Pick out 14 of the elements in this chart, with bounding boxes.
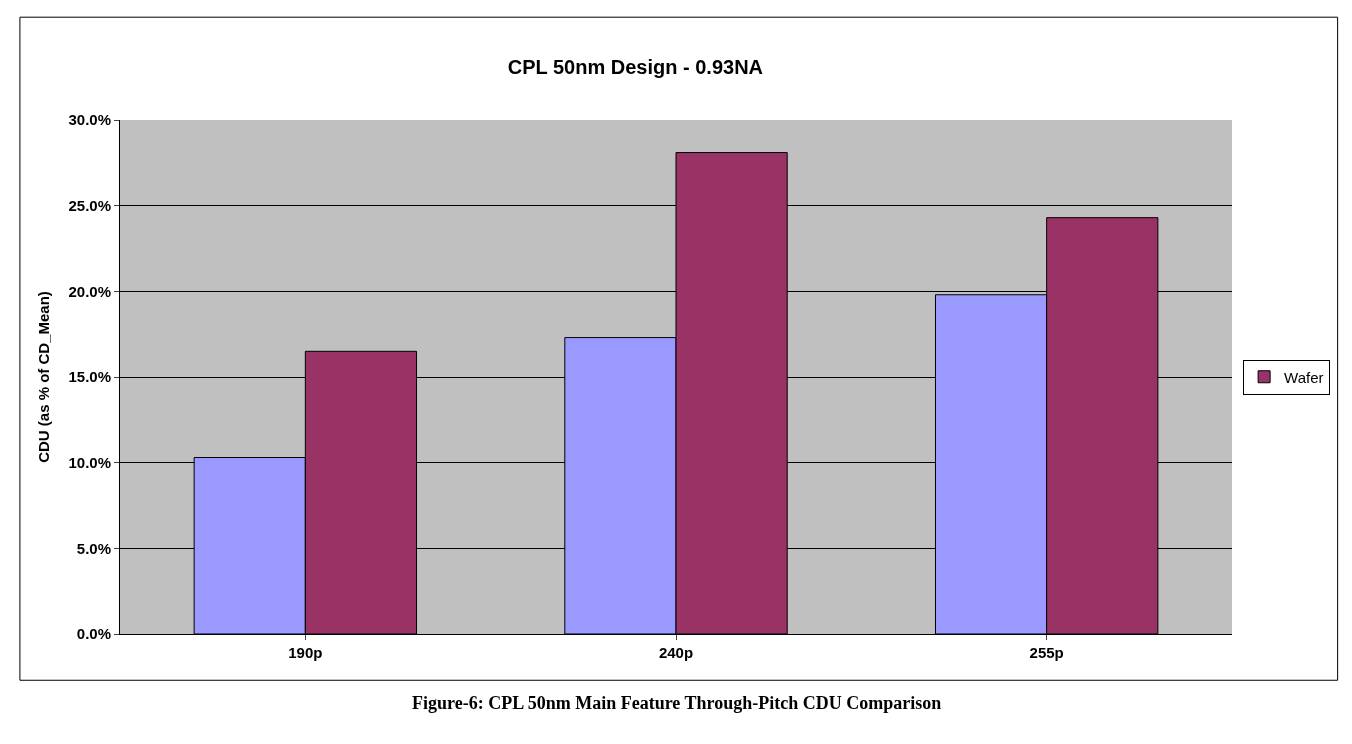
text: Figure-6: CPL 50nm Main Feature Through-Pitch CDU Comparison [412,693,942,713]
chart-title: CPL 50nm Design - 0.93NA [507,55,764,78]
x-tick-label: 255p [1029,644,1064,661]
legend-label: Wafer [1284,368,1324,386]
y-tick-label: 15.0% [68,368,111,386]
x-tick-label: 190p [288,644,323,661]
y-tick-label: 25.0% [68,196,111,214]
y-tick-label: 0.0% [76,625,111,643]
y-tick-label: 5.0% [76,539,111,557]
y-axis-title: CDU (as % of CD_Mean) [34,291,52,463]
y-tick-label: 20.0% [68,282,111,300]
y-tick-label: 30.0% [68,111,111,129]
x-tick-label: 240p [658,644,694,661]
y-tick-label: 10.0% [68,453,111,471]
